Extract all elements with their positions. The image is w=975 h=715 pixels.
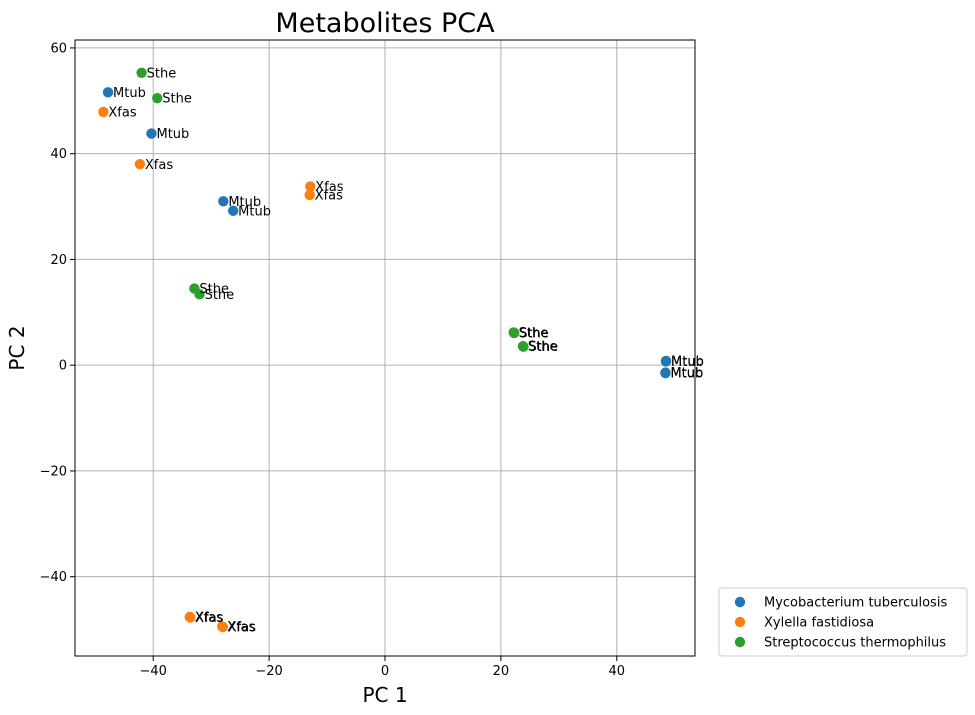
point-label: Mtub (228, 195, 261, 210)
point-label: Sthe (528, 340, 558, 355)
data-point (136, 67, 147, 78)
y-tick-label: 60 (50, 41, 67, 56)
data-point (305, 181, 316, 192)
x-tick-label: 20 (493, 664, 510, 679)
x-axis-title: PC 1 (362, 683, 407, 707)
x-tick-label: 40 (609, 664, 626, 679)
data-point (660, 356, 672, 367)
y-tick-label: 0 (59, 359, 67, 374)
y-tick-label: 20 (50, 253, 67, 268)
data-point (509, 327, 520, 339)
data-point (102, 87, 114, 98)
point-label: Sthe (519, 326, 549, 341)
data-point (152, 92, 163, 104)
data-point (194, 289, 205, 300)
point-label: Xfas (108, 105, 136, 120)
data-point (146, 128, 157, 139)
point-label: Xfas (145, 158, 173, 173)
point-label: Xfas (227, 620, 255, 635)
point-label: Sthe (528, 340, 558, 355)
point-label: Mtub (671, 354, 704, 369)
y-tick-label: −20 (40, 464, 67, 479)
data-point (217, 621, 228, 633)
x-tick-label: −20 (255, 664, 282, 679)
data-point (660, 367, 671, 379)
legend-label: Mycobacterium tuberculosis (764, 596, 947, 611)
legend-marker (734, 596, 746, 608)
data-points (98, 67, 672, 633)
chart-title: Metabolites PCA (275, 8, 495, 39)
legend-marker (734, 616, 746, 628)
axes: −40 −20 0 20 40 −40 −20 0 20 40 60 (40, 41, 625, 679)
legend-marker (734, 636, 746, 648)
data-point (98, 106, 109, 118)
x-tick-label: 0 (381, 664, 389, 679)
point-label: Xfas (315, 188, 343, 203)
point-label: Mtub (670, 367, 703, 382)
point-label: Sthe (199, 282, 229, 297)
point-label: Mtub (671, 355, 704, 370)
data-point (518, 341, 529, 352)
point-label: Mtub (156, 127, 189, 142)
legend-frame (718, 587, 968, 657)
point-label: Sthe (205, 288, 235, 303)
point-label: Xfas (315, 180, 343, 195)
x-tick-label: −40 (140, 664, 167, 679)
data-point (218, 196, 229, 207)
data-point (304, 189, 315, 201)
data-point (227, 205, 239, 216)
y-tick-label: 40 (50, 147, 67, 162)
y-tick-label: −40 (40, 570, 67, 585)
legend: Mycobacterium tuberculosis Xylella fastid… (718, 587, 968, 657)
grid-lines (75, 40, 695, 656)
legend-label: Streptococcus thermophilus (764, 636, 946, 651)
legend-label: Xylella fastidiosa (764, 616, 874, 631)
point-labels: MtubMtubMtubMtubMtubMtubMtubMtubXfasXfas… (108, 66, 703, 635)
point-label: Sthe (519, 326, 549, 341)
data-point (134, 159, 146, 170)
point-label: Sthe (147, 66, 177, 81)
point-label: Sthe (162, 92, 192, 107)
point-label: Xfas (228, 620, 256, 635)
point-label: Mtub (113, 86, 146, 101)
point-label: Xfas (195, 610, 223, 625)
y-axis-title: PC 2 (5, 325, 29, 370)
point-label: Xfas (195, 611, 223, 626)
point-label: Mtub (238, 204, 271, 219)
data-point (185, 612, 196, 623)
